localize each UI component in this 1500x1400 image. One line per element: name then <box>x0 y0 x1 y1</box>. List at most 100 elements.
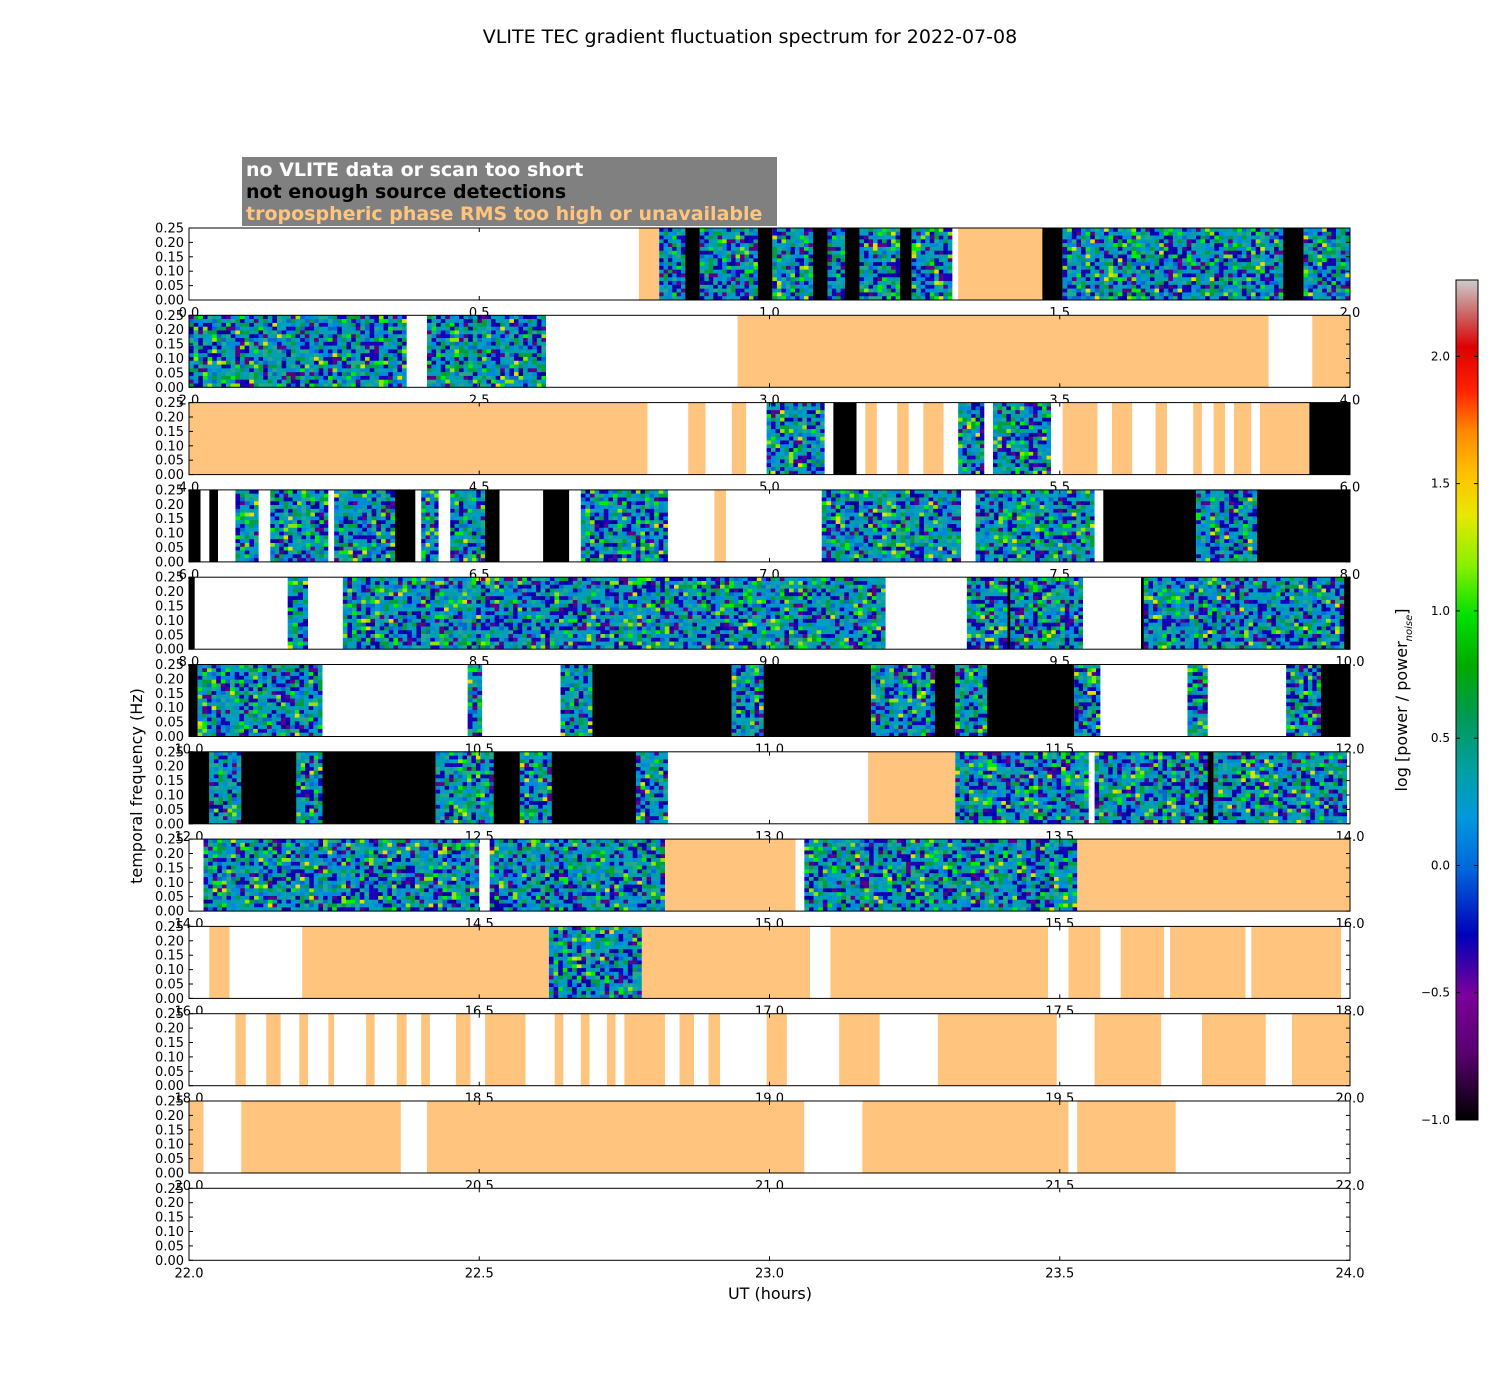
spectrum-cell <box>920 250 926 255</box>
spectrum-cell <box>463 524 468 529</box>
spectrum-cell <box>1094 277 1100 282</box>
spectrum-cell <box>454 372 460 377</box>
spectrum-cell <box>934 239 940 244</box>
spectrum-cell <box>352 524 358 529</box>
spectrum-cell <box>704 269 710 274</box>
spectrum-cell <box>775 406 781 411</box>
spectrum-cell <box>523 322 528 327</box>
spectrum-cell <box>495 315 501 320</box>
spectrum-cell <box>449 334 455 339</box>
spectrum-cell <box>1019 444 1025 449</box>
spectrum-cell <box>338 524 344 529</box>
spectrum-cell <box>962 406 968 411</box>
spectrum-cell <box>938 269 944 274</box>
spectrum-cell <box>258 353 264 358</box>
spectrum-cell <box>421 531 426 536</box>
spectrum-cell <box>371 542 377 548</box>
spectrum-cell <box>1345 262 1351 267</box>
spectrum-cell <box>402 368 407 373</box>
spectrum-cell <box>244 546 250 551</box>
spectrum-cell <box>397 345 403 350</box>
spectrum-cell <box>1090 231 1096 236</box>
spectrum-cell <box>1312 228 1318 233</box>
spectrum-cell <box>249 558 255 563</box>
spectrum-cell <box>254 505 259 510</box>
spectrum-cell <box>486 349 492 354</box>
spectrum-cell <box>680 235 686 240</box>
spectrum-cell <box>997 417 1003 422</box>
spectrum-cell <box>704 277 710 282</box>
spectrum-cell <box>513 322 519 327</box>
spectrum-cell <box>1037 413 1043 419</box>
spectrum-cell <box>1099 273 1105 278</box>
spectrum-cell <box>277 349 282 354</box>
spectrum-cell <box>371 554 377 559</box>
spectrum-cell <box>1037 440 1043 445</box>
spectrum-cell <box>281 322 287 327</box>
spectrum-cell <box>1108 250 1114 255</box>
spectrum-cell <box>797 417 803 422</box>
spectrum-cell <box>831 228 837 233</box>
spectrum-cell <box>1228 246 1233 252</box>
spectrum-cell <box>1010 406 1016 411</box>
spectrum-cell <box>1136 269 1142 274</box>
spectrum-cell <box>911 250 917 255</box>
spectrum-cell <box>385 505 391 510</box>
spectrum-cell <box>1214 296 1220 301</box>
spectrum-cell <box>1322 235 1328 240</box>
spectrum-cell <box>305 497 311 502</box>
spectrum-cell <box>421 508 426 513</box>
spectrum-cell <box>663 258 669 263</box>
spectrum-cell <box>295 341 301 346</box>
spectrum-cell <box>1223 239 1229 244</box>
spectrum-cell <box>895 288 901 293</box>
spectrum-cell <box>788 436 794 441</box>
spectrum-cell <box>390 512 396 517</box>
spectrum-cell <box>500 341 506 346</box>
spectrum-cell <box>1303 284 1309 289</box>
spectrum-cell <box>1006 417 1012 422</box>
spectrum-cell <box>309 341 315 346</box>
spectrum-cell <box>392 334 398 339</box>
spectrum-cell <box>1322 239 1328 244</box>
spectrum-cell <box>717 288 723 293</box>
spectrum-cell <box>1126 281 1132 286</box>
spectrum-cell <box>1126 288 1132 293</box>
spectrum-cell <box>920 262 926 267</box>
spectrum-cell <box>254 535 259 540</box>
spectrum-cell <box>427 375 432 381</box>
spectrum-cell <box>249 489 255 494</box>
spectrum-cell <box>744 269 750 274</box>
spectrum-cell <box>1117 269 1123 274</box>
spectrum-cell <box>244 497 250 502</box>
spectrum-cell <box>254 531 259 536</box>
spectrum-cell <box>804 292 809 297</box>
spectrum-cell <box>836 269 841 274</box>
spectrum-cell <box>193 334 199 339</box>
spectrum-cell <box>1191 250 1197 255</box>
spectrum-cell <box>314 368 319 373</box>
spectrum-cell <box>449 338 455 343</box>
spectrum-cell <box>676 292 682 297</box>
spectrum-cell <box>863 235 869 240</box>
spectrum-cell <box>1308 296 1314 301</box>
spectrum-cell <box>859 277 865 282</box>
spectrum-cell <box>1168 281 1174 286</box>
spectrum-cell <box>1033 425 1038 430</box>
spectrum-cell <box>1042 417 1047 422</box>
spectrum-cell <box>290 372 296 377</box>
spectrum-cell <box>831 262 837 267</box>
spectrum-cell <box>975 429 981 434</box>
spectrum-cell <box>1117 246 1123 252</box>
spectrum-cell <box>947 262 953 267</box>
segment-tropo <box>1213 402 1226 475</box>
spectrum-cell <box>277 334 282 339</box>
spectrum-cell <box>376 516 382 521</box>
spectrum-cell <box>319 516 325 521</box>
spectrum-cell <box>1028 451 1034 456</box>
spectrum-cell <box>1154 246 1160 252</box>
spectrum-cell <box>198 322 204 327</box>
spectrum-cell <box>1010 463 1016 468</box>
spectrum-cell <box>1322 265 1328 270</box>
spectrum-cell <box>397 364 403 369</box>
